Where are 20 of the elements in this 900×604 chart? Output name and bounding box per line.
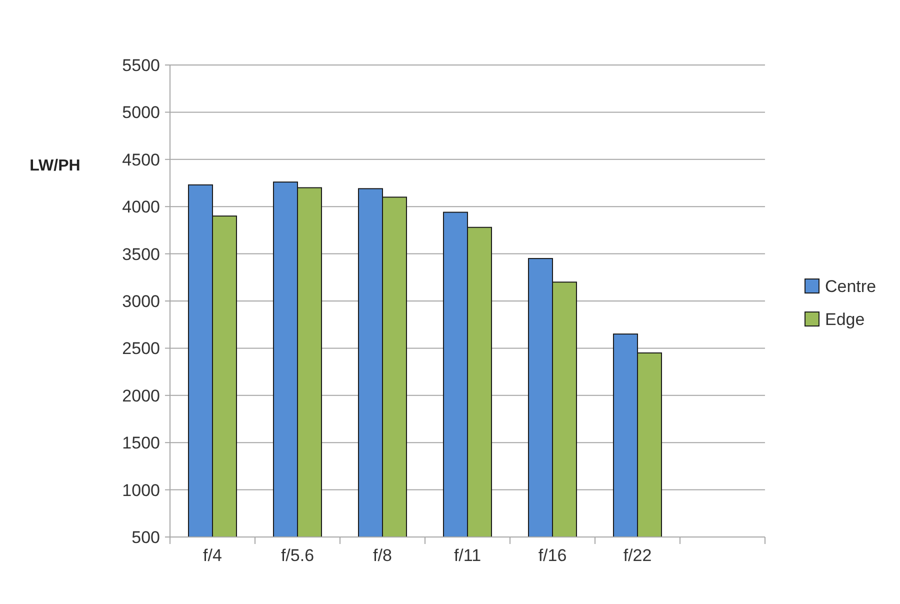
- y-tick-label: 3500: [122, 244, 160, 264]
- y-tick-label: 1000: [122, 480, 160, 500]
- x-tick-label: f/16: [538, 546, 567, 565]
- y-tick-label: 2000: [122, 386, 160, 406]
- legend-label: Edge: [825, 310, 865, 329]
- y-tick-label: 5000: [122, 103, 160, 122]
- y-tick-label: 500: [132, 528, 160, 547]
- y-axis-title: LW/PH: [30, 158, 80, 175]
- y-tick-label: 3000: [122, 292, 160, 311]
- x-tick-label: f/11: [454, 546, 482, 565]
- legend-label: Centre: [825, 276, 876, 296]
- x-tick-label: f/5.6: [280, 546, 314, 565]
- x-tick-label: f/4: [203, 546, 222, 565]
- y-tick-label: 4500: [122, 150, 160, 170]
- y-tick-label: 1500: [122, 434, 160, 453]
- x-tick-label: f/22: [623, 546, 652, 565]
- y-tick-label: 2500: [122, 339, 160, 358]
- y-tick-label: 5500: [122, 56, 160, 75]
- x-tick-label: f/8: [373, 546, 392, 565]
- y-tick-label: 4000: [122, 198, 160, 217]
